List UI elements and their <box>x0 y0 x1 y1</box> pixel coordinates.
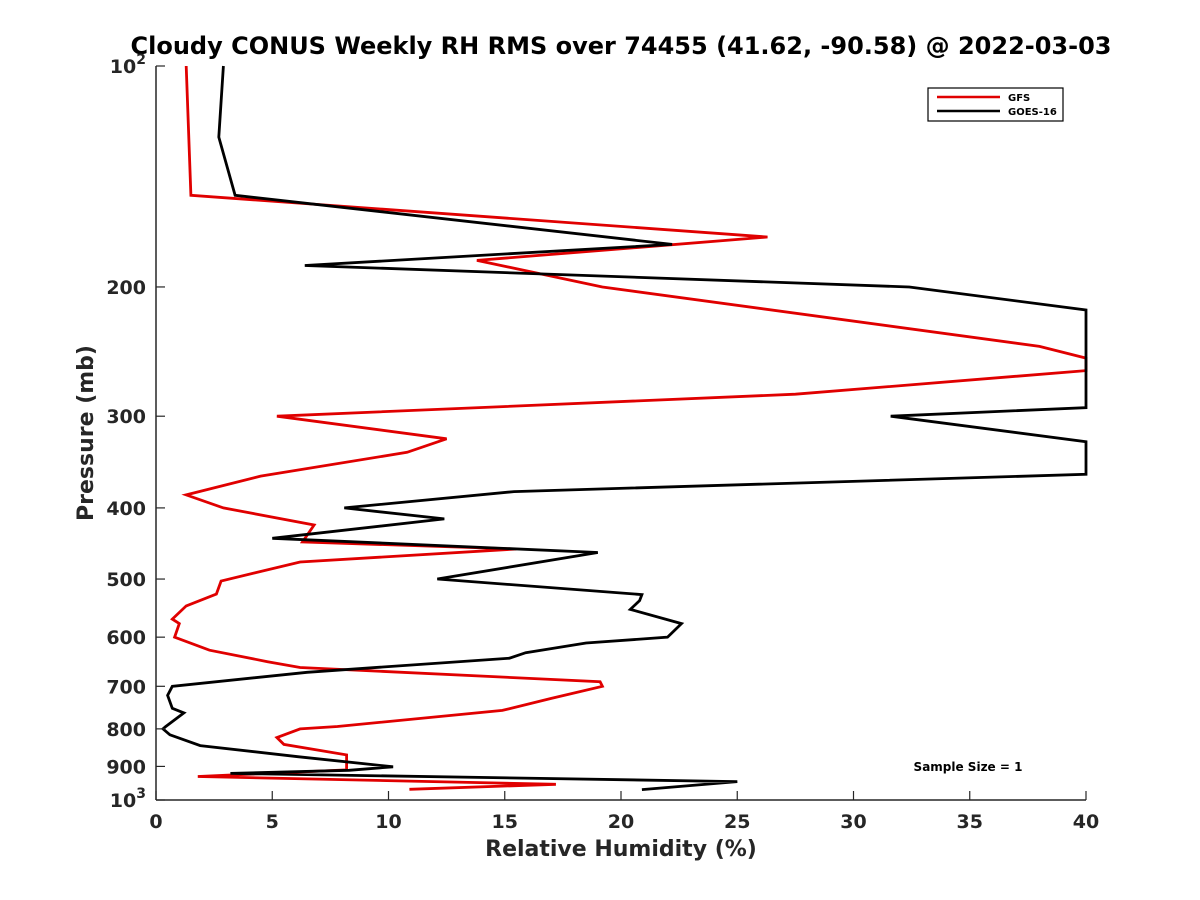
y-tick-label: 600 <box>106 627 146 649</box>
chart-title: Cloudy CONUS Weekly RH RMS over 74455 (4… <box>131 32 1112 60</box>
y-tick-label: 300 <box>106 406 146 428</box>
sample-size-annotation: Sample Size = 1 <box>914 760 1023 774</box>
x-tick-label: 5 <box>266 811 279 833</box>
x-tick-label: 40 <box>1073 811 1099 833</box>
y-tick-label: 500 <box>106 569 146 591</box>
y-tick-label: 800 <box>106 719 146 741</box>
y-tick-label: 400 <box>106 498 146 520</box>
x-tick-label: 35 <box>957 811 983 833</box>
x-tick-label: 25 <box>724 811 750 833</box>
legend-label-goes16: GOES-16 <box>1008 107 1057 118</box>
x-ticks: 0 5 10 15 20 25 30 35 40 <box>149 791 1099 833</box>
legend: GFS GOES-16 <box>927 87 1064 122</box>
y-tick-label: 200 <box>106 277 146 299</box>
series-layer <box>160 65 1088 791</box>
y-axis-label: Pressure (mb) <box>74 345 99 521</box>
y-tick-label: 900 <box>106 756 146 778</box>
series-line-goes16 <box>160 65 1088 791</box>
x-tick-label: 0 <box>149 811 162 833</box>
x-tick-label: 10 <box>375 811 401 833</box>
x-axis-label: Relative Humidity (%) <box>485 837 757 862</box>
x-tick-label: 15 <box>492 811 518 833</box>
y-tick-label: 700 <box>106 676 146 698</box>
x-tick-label: 20 <box>608 811 634 833</box>
x-tick-label: 30 <box>840 811 866 833</box>
legend-box <box>927 87 1064 122</box>
legend-label-gfs: GFS <box>1008 93 1030 104</box>
